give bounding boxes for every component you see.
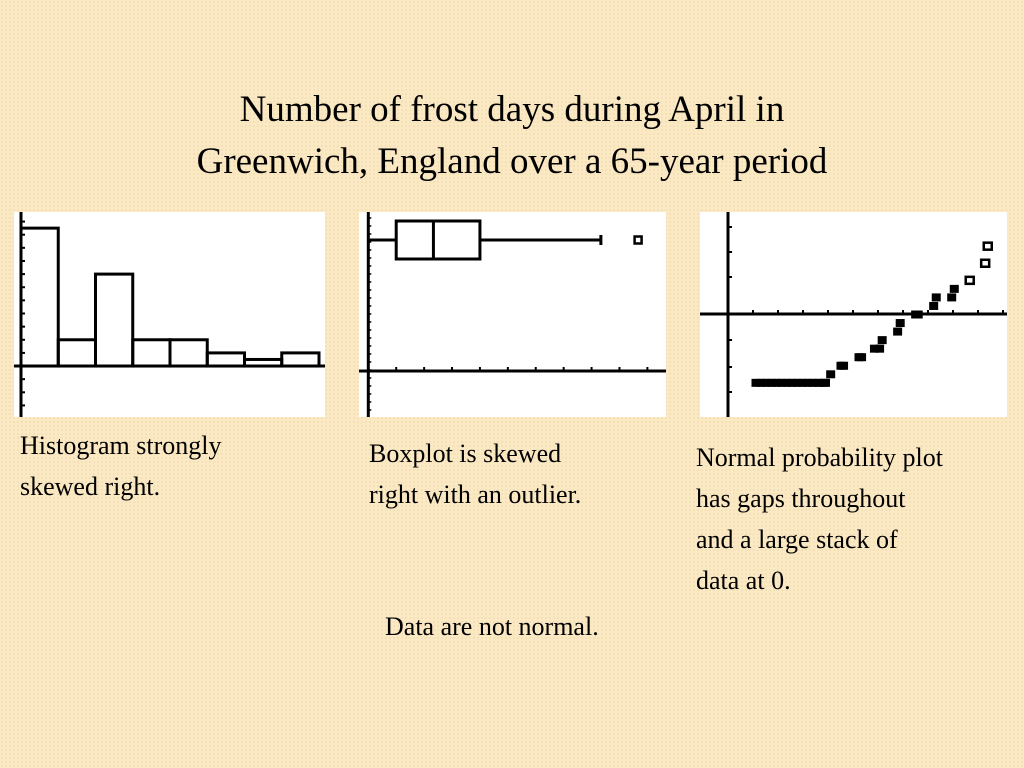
data-point	[931, 293, 941, 302]
slide-title: Number of frost days during April in Gre…	[0, 84, 1024, 188]
normal-plot-caption-line: Normal probability plot	[696, 443, 943, 472]
data-point	[839, 361, 849, 370]
boxplot-caption: Boxplot is skewed right with an outlier.	[369, 433, 581, 515]
data-point	[982, 241, 993, 251]
histogram-bar	[19, 226, 60, 368]
data-point	[929, 301, 939, 310]
data-point	[964, 275, 975, 286]
normal-plot-caption: Normal probability plot has gaps through…	[696, 437, 943, 601]
data-point	[979, 258, 991, 268]
histogram-bar	[94, 272, 135, 368]
data-point	[895, 319, 905, 328]
histogram-bar	[131, 338, 172, 368]
normal-probability-chart	[700, 212, 1007, 417]
boxplot-panel	[359, 212, 666, 417]
histogram-bar	[205, 351, 246, 368]
data-point	[913, 310, 923, 319]
histogram-bar	[168, 338, 209, 368]
histogram-bar	[56, 338, 97, 368]
histogram-caption-line: skewed right.	[20, 472, 161, 501]
histogram-caption-line: Histogram strongly	[20, 431, 222, 460]
histogram-bar	[280, 351, 321, 368]
data-point	[949, 284, 959, 293]
histogram-chart	[14, 212, 325, 417]
conclusion-text: Data are not normal.	[385, 612, 599, 641]
outlier-point	[633, 235, 643, 245]
boxplot-chart	[359, 212, 666, 417]
data-point	[893, 327, 903, 336]
histogram-panel	[14, 212, 325, 417]
data-point	[877, 336, 887, 345]
data-point	[826, 370, 836, 379]
boxplot-caption-line: Boxplot is skewed	[369, 439, 562, 468]
box	[394, 219, 482, 261]
data-point	[875, 344, 885, 353]
boxplot-caption-line: right with an outlier.	[369, 480, 582, 509]
title-line-2: Greenwich, England over a 65-year period	[196, 141, 828, 182]
data-point	[857, 353, 867, 362]
histogram-caption: Histogram strongly skewed right.	[20, 425, 222, 507]
normal-plot-caption-line: and a large stack of	[696, 525, 898, 554]
normal-plot-caption-line: data at 0.	[696, 566, 791, 595]
data-point	[947, 293, 957, 302]
normal-probability-panel	[700, 212, 1007, 417]
data-point	[821, 378, 831, 387]
title-line-1: Number of frost days during April in	[239, 89, 785, 130]
normal-plot-caption-line: has gaps throughout	[696, 484, 906, 513]
